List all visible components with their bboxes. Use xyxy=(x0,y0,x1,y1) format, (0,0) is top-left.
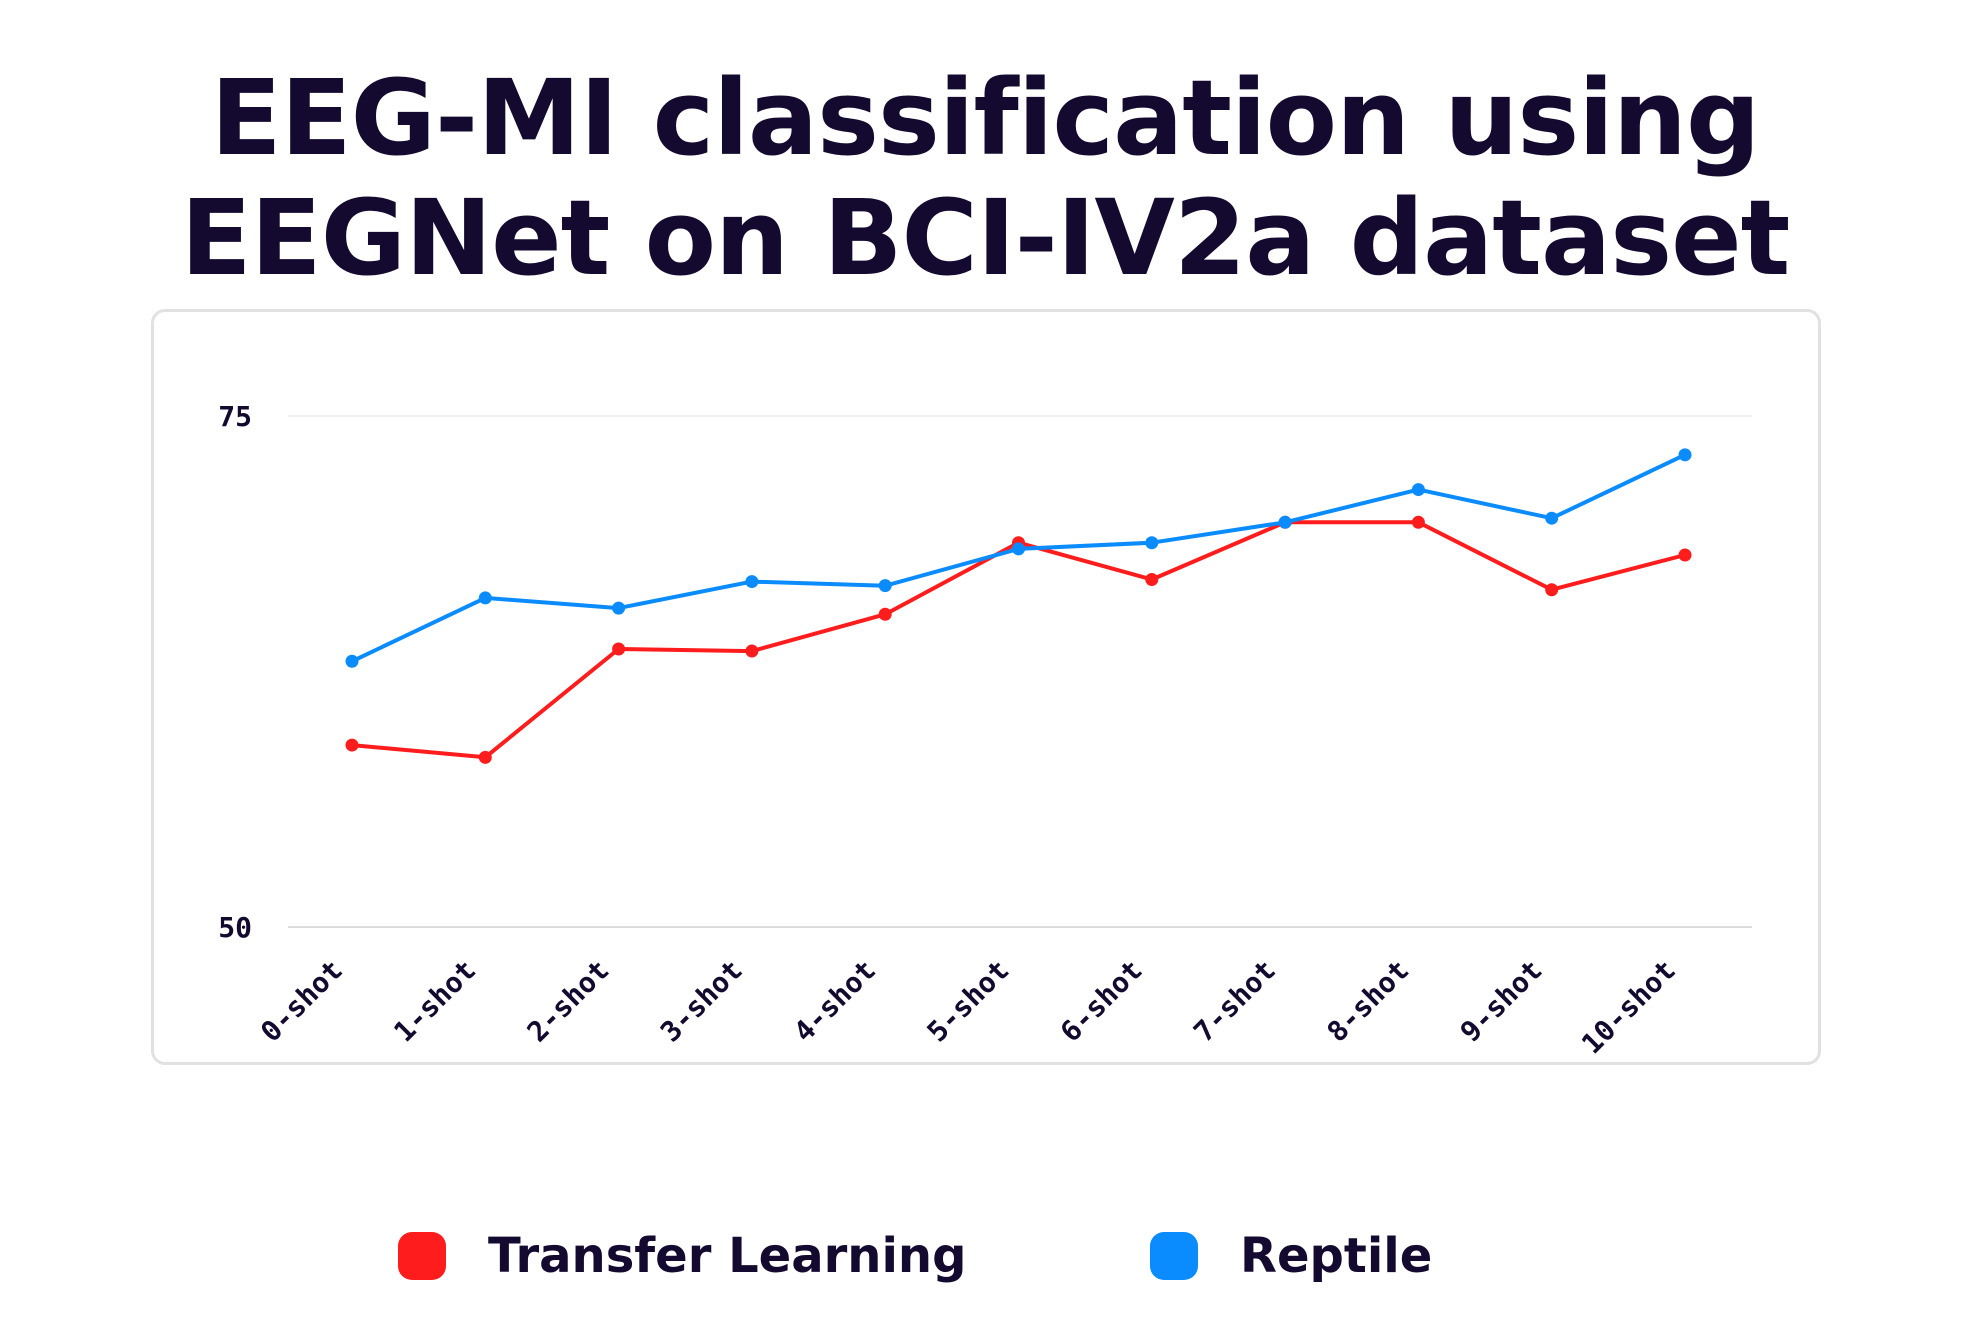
data-point-transfer-learning-3-shot xyxy=(745,644,759,658)
data-point-reptile-5-shot xyxy=(1012,542,1025,556)
x-tick-label-5-shot: 5-shot xyxy=(921,954,1016,1049)
data-point-reptile-6-shot xyxy=(1145,536,1159,550)
x-tick-label-0-shot: 0-shot xyxy=(254,954,349,1049)
legend-label-transfer-learning: Transfer Learning xyxy=(488,1228,967,1284)
legend-item-reptile[interactable]: Reptile xyxy=(1150,1222,1432,1290)
data-point-reptile-0-shot xyxy=(345,654,359,668)
legend-swatch-red xyxy=(398,1232,446,1280)
y-tick-label-75: 75 xyxy=(218,400,252,433)
x-tick-label-4-shot: 4-shot xyxy=(787,954,882,1049)
data-point-reptile-9-shot xyxy=(1545,511,1559,525)
data-point-transfer-learning-1-shot xyxy=(478,750,492,764)
legend-swatch-blue xyxy=(1150,1232,1198,1280)
chart-title-line-2: EEGNet on BCI-IV2a dataset xyxy=(180,177,1791,299)
data-point-transfer-learning-0-shot xyxy=(345,738,359,752)
x-tick-label-8-shot: 8-shot xyxy=(1320,954,1415,1049)
legend: Transfer Learning Reptile xyxy=(0,1222,1970,1290)
legend-label-reptile: Reptile xyxy=(1240,1228,1433,1284)
data-point-reptile-7-shot xyxy=(1278,515,1292,529)
data-point-reptile-8-shot xyxy=(1411,483,1425,497)
chart-title: EEG-MI classification using EEGNet on BC… xyxy=(0,58,1970,298)
y-tick-label-50: 50 xyxy=(218,911,252,944)
chart-card xyxy=(151,309,1821,1065)
data-point-transfer-learning-6-shot xyxy=(1145,573,1159,587)
data-point-reptile-4-shot xyxy=(878,579,892,593)
chart-title-line-1: EEG-MI classification using xyxy=(210,57,1761,179)
data-point-transfer-learning-4-shot xyxy=(878,607,892,621)
legend-item-transfer-learning[interactable]: Transfer Learning xyxy=(398,1222,966,1290)
data-point-transfer-learning-2-shot xyxy=(612,642,626,656)
data-point-reptile-10-shot xyxy=(1678,448,1692,462)
x-tick-label-3-shot: 3-shot xyxy=(654,954,749,1049)
data-point-transfer-learning-8-shot xyxy=(1411,515,1425,529)
data-point-transfer-learning-10-shot xyxy=(1678,548,1692,562)
x-tick-label-1-shot: 1-shot xyxy=(387,954,482,1049)
x-tick-label-2-shot: 2-shot xyxy=(521,954,616,1049)
x-tick-label-6-shot: 6-shot xyxy=(1054,954,1149,1049)
x-tick-label-9-shot: 9-shot xyxy=(1454,954,1549,1049)
x-tick-label-7-shot: 7-shot xyxy=(1187,954,1282,1049)
data-point-reptile-2-shot xyxy=(612,601,626,615)
data-point-reptile-1-shot xyxy=(478,591,492,605)
x-tick-label-10-shot: 10-shot xyxy=(1575,954,1682,1061)
data-point-transfer-learning-9-shot xyxy=(1545,583,1559,597)
series-line-transfer-learning xyxy=(350,520,1687,760)
data-point-reptile-3-shot xyxy=(745,575,759,589)
